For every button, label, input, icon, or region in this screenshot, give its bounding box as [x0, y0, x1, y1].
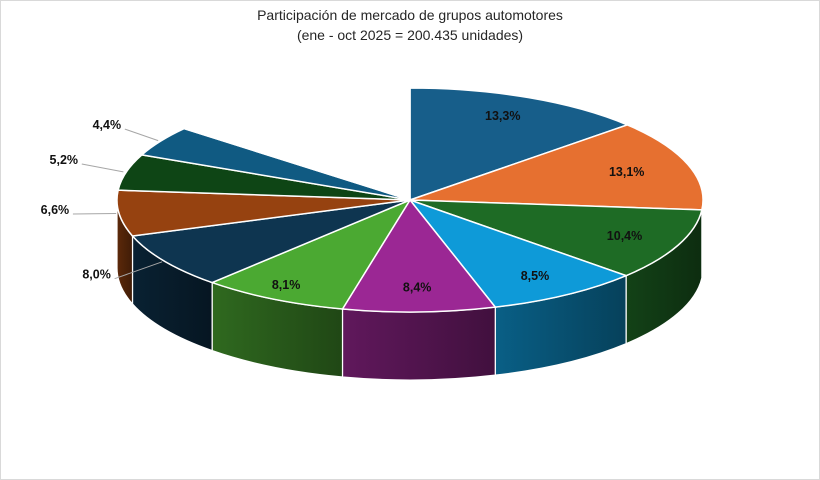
data-label-6: 8,1%	[272, 278, 301, 292]
data-label-10: 4,4%	[93, 118, 122, 132]
chart-subtitle-line-2: (ene - oct 2025 = 200.435 unidades)	[296, 27, 524, 43]
pie-slice-6	[210, 198, 412, 310]
data-label-3: 10,4%	[607, 229, 642, 243]
data-labels: 13,3% 13,1% 10,4% 8,5% 8,4% 8,1% 8,0% 6,6% 5,2% 4…	[41, 109, 645, 294]
leader-line-10	[124, 128, 159, 142]
data-label-1: 13,3%	[485, 109, 520, 123]
leader-lines	[72, 128, 163, 280]
pie-slice-8	[116, 189, 411, 237]
leader-line-8	[72, 212, 117, 215]
leader-line-7	[114, 261, 163, 280]
data-label-8: 6,6%	[41, 203, 70, 217]
data-label-2: 13,1%	[609, 165, 644, 179]
pie-slice-1	[409, 87, 630, 202]
pie-slice-3	[409, 199, 703, 277]
pie-slice-5	[341, 198, 497, 313]
leader-line-9	[81, 163, 124, 173]
pie-slice-remainder	[182, 87, 411, 202]
pie-side-5	[341, 306, 496, 381]
data-label-7: 8,0%	[82, 268, 111, 282]
pie-slice-4	[407, 198, 629, 308]
pie-tops	[116, 87, 704, 313]
chart-subtitle-line-1: Participación de mercado de grupos autom…	[257, 7, 563, 23]
pie-slice-7	[130, 199, 411, 284]
data-label-4: 8,5%	[521, 269, 550, 283]
pie-sides	[116, 199, 704, 381]
data-label-5: 8,4%	[403, 280, 432, 294]
pie-slice-2	[409, 124, 704, 211]
data-label-9: 5,2%	[50, 153, 79, 167]
